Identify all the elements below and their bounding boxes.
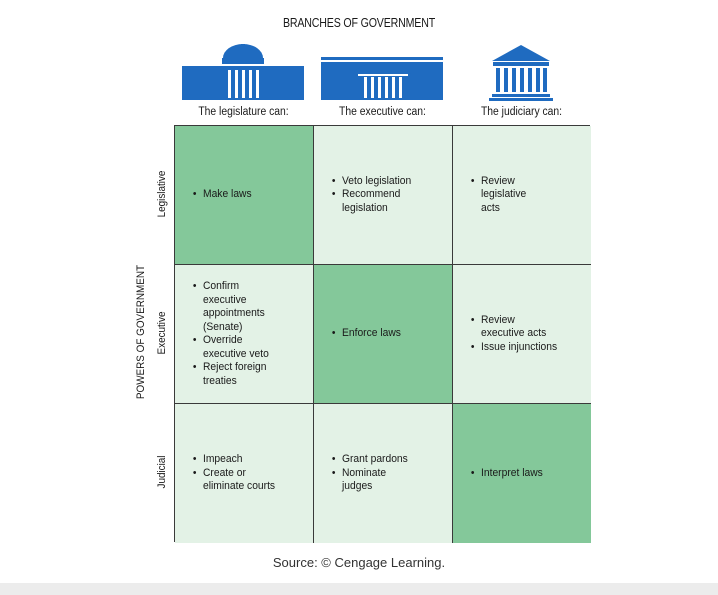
list-item: Nominate judges — [332, 467, 397, 494]
list-item: Issue injunctions — [471, 341, 557, 355]
list-item: Enforce laws — [332, 327, 401, 341]
cell-executive-judiciary: Review executive acts Issue injunctions — [453, 265, 591, 404]
column-label-judiciary: The judiciary can: — [480, 106, 563, 118]
list-item: Review legislative acts — [471, 175, 536, 216]
column-header-executive: The executive can: — [313, 44, 452, 124]
cell-legislative-judiciary: Review legislative acts — [453, 126, 591, 265]
list-item: Review executive acts — [471, 314, 555, 341]
cell-judicial-judiciary: Interpret laws — [453, 404, 591, 543]
list-item: Override executive veto — [193, 334, 277, 361]
list-item: Make laws — [193, 188, 252, 202]
list-item: Create or eliminate courts — [193, 467, 278, 494]
cell-judicial-executive: Grant pardons Nominate judges — [314, 404, 453, 543]
column-header-judiciary: The judiciary can: — [452, 44, 591, 124]
footer-bar — [0, 583, 718, 595]
list-item: Interpret laws — [471, 467, 543, 481]
white-house-icon — [321, 57, 443, 100]
cell-executive-executive: Enforce laws — [314, 265, 453, 404]
cell-legislative-executive: Veto legislation Recommend legislation — [314, 126, 453, 265]
column-label-executive: The executive can: — [339, 106, 426, 118]
list-item: Veto legislation — [332, 175, 416, 189]
list-item: Confirm executive appointments (Senate) — [193, 280, 275, 334]
list-item: Reject foreign treaties — [193, 361, 277, 388]
column-header-legislature: The legislature can: — [174, 44, 313, 124]
column-label-legislature: The legislature can: — [198, 106, 289, 118]
source-caption: Source: © Cengage Learning. — [272, 555, 446, 570]
supreme-court-icon — [489, 45, 553, 101]
cell-judicial-legislature: Impeach Create or eliminate courts — [175, 404, 314, 543]
list-item: Recommend legislation — [332, 188, 416, 215]
capitol-building-icon — [182, 44, 304, 100]
diagram-title: BRANCHES OF GOVERNMENT — [282, 16, 436, 30]
cell-executive-legislature: Confirm executive appointments (Senate) … — [175, 265, 314, 404]
list-item: Grant pardons — [332, 453, 408, 467]
list-item: Impeach — [193, 453, 278, 467]
powers-grid: Make laws Veto legislation Recommend leg… — [174, 125, 591, 543]
cell-legislative-legislature: Make laws — [175, 126, 314, 265]
